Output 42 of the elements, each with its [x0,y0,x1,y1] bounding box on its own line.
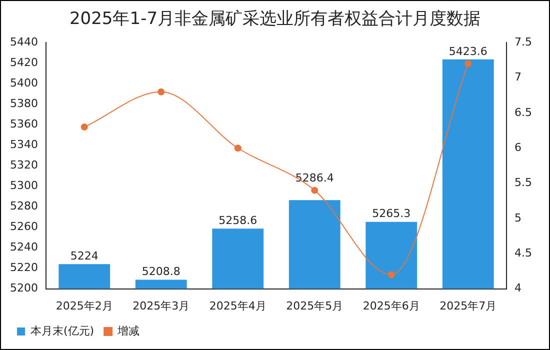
y-tick-label: 5400 [10,76,38,90]
y-tick-label: 5240 [10,240,38,254]
x-tick-label: 2025年3月 [132,299,190,312]
x-tick-label: 2025年6月 [362,299,420,312]
y2-tick-label: 7 [514,70,522,84]
point [80,124,88,131]
x-tick-label: 2025年2月 [56,299,113,312]
x-tick-label: 2025年4月 [209,299,266,312]
y-tick-label: 5420 [10,56,38,69]
y-tick-label: 5300 [10,179,38,192]
point [234,144,242,152]
y2-tick-label: 7.5 [514,35,532,48]
y-tick-label: 5360 [10,118,38,131]
data-label: 5423.6 [448,44,488,58]
x-tick-label: 2025年7月 [440,299,497,312]
data-label: 5265.3 [372,207,411,220]
y-tick-label: 5320 [10,158,38,172]
point [464,60,472,68]
point [311,186,318,194]
y2-tick-label: 4.5 [514,246,532,260]
y-tick-label: 5280 [10,200,38,213]
y-tick-label: 5440 [10,35,38,48]
y2-tick-label: 6.5 [514,106,532,119]
legend-label: 增减 [116,324,140,338]
y-tick-label: 5220 [10,261,38,274]
y-tick-label: 5380 [10,97,38,110]
point [158,88,165,96]
data-label: 5258.6 [218,214,258,228]
chart-title: 2025年1-7月非金属矿采选业所有者权益合计月度数据 [68,8,482,30]
point [388,271,395,278]
y2-tick-label: 5.5 [514,176,532,190]
y-tick-label: 5260 [10,220,38,234]
data-label: 5286.4 [295,172,334,185]
y-tick-label: 5340 [10,138,38,152]
y2-tick-label: 6 [514,140,522,154]
legend-label: 本月末(亿元) [30,324,94,338]
y2-tick-label: 4 [514,282,522,295]
y-tick-label: 5200 [10,282,38,295]
x-tick-label: 2025年5月 [286,299,344,312]
data-label: 5208.8 [142,265,180,278]
y2-tick-label: 5 [514,211,522,224]
data-label: 5224 [70,250,98,263]
